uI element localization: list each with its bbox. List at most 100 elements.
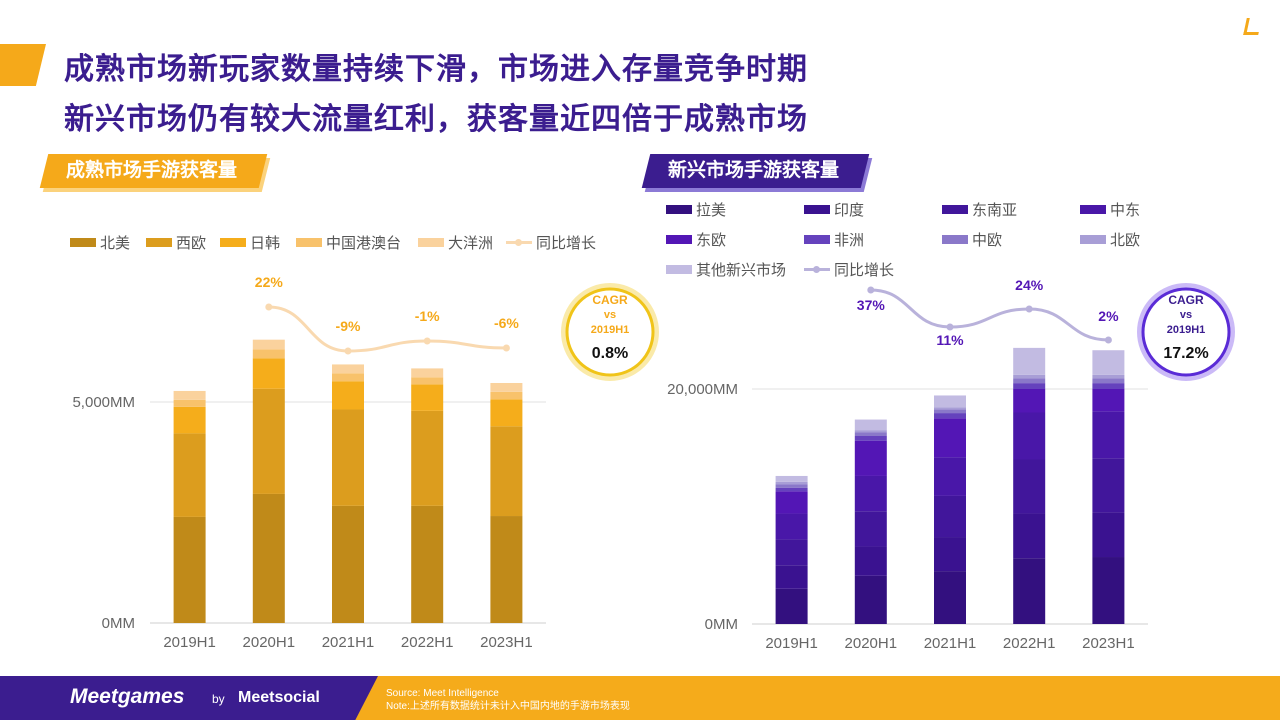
emerging-bar-2019H1-中欧 xyxy=(775,484,808,488)
emerging-x-tick-2021H1: 2021H1 xyxy=(924,635,977,652)
legend-item-其他新兴市场: 其他新兴市场 xyxy=(666,259,786,280)
legend-swatch xyxy=(220,238,246,247)
legend-label: 拉美 xyxy=(696,202,727,219)
legend-label: 东欧 xyxy=(696,232,727,249)
mature-bar-2022H1-大洋洲 xyxy=(411,368,444,378)
footer-bar: Meetgames by Meetsocial Source: Meet Int… xyxy=(0,676,1280,720)
legend-label: 西欧 xyxy=(176,235,207,252)
mature-bar-2020H1-大洋洲 xyxy=(252,339,285,350)
legend-swatch xyxy=(70,238,96,247)
emerging-bar-2020H1-中东 xyxy=(854,475,887,512)
legend-item-同比增长: 同比增长 xyxy=(506,232,596,253)
mature-bar-2023H1-北美 xyxy=(490,516,523,623)
mature-bar-2023H1-中国港澳台 xyxy=(490,391,523,400)
mature-cagr-vs: vs xyxy=(604,309,616,321)
mature-bar-2022H1-日韩 xyxy=(411,384,444,411)
legend-label: 大洋洲 xyxy=(448,235,494,252)
emerging-bar-2019H1-北欧 xyxy=(775,481,808,485)
mature-bar-2022H1-中国港澳台 xyxy=(411,377,444,385)
emerging-bar-2023H1-中欧 xyxy=(1092,378,1125,384)
footer-brand-block: Meetgames by Meetsocial xyxy=(0,676,378,720)
emerging-bar-2023H1-印度 xyxy=(1092,512,1125,558)
meetsocial-logo: Meetsocial xyxy=(238,689,320,706)
legend-item-大洋洲: 大洋洲 xyxy=(418,232,493,253)
mature-market-chart-title: 成熟市场手游获客量 xyxy=(44,154,263,188)
mature-growth-line xyxy=(268,305,507,353)
emerging-market-chart-title: 新兴市场手游获客量 xyxy=(646,154,865,188)
legend-item-中国港澳台: 中国港澳台 xyxy=(296,232,401,253)
emerging-bar-2020H1-东南亚 xyxy=(854,511,887,547)
legend-label: 中欧 xyxy=(972,232,1003,249)
emerging-bar-2021H1-拉美 xyxy=(934,571,966,624)
emerging-bar-2022H1-拉美 xyxy=(1013,558,1046,624)
emerging-x-tick-2019H1: 2019H1 xyxy=(765,635,818,652)
mature-x-tick-2019H1: 2019H1 xyxy=(163,634,216,651)
mature-growth-label-1: 22% xyxy=(255,274,284,290)
emerging-bar-2023H1-中东 xyxy=(1092,411,1125,459)
emerging-bar-2022H1-中欧 xyxy=(1013,378,1046,384)
mature-cagr-base: 2019H1 xyxy=(591,324,630,336)
emerging-growth-point-3 xyxy=(1025,305,1033,313)
emerging-bar-2022H1-非洲 xyxy=(1013,383,1046,389)
mature-growth-label-4: -6% xyxy=(494,315,519,331)
legend-item-北欧: 北欧 xyxy=(1080,229,1140,250)
legend-swatch xyxy=(666,265,692,274)
emerging-growth-label-2: 11% xyxy=(936,332,964,348)
emerging-bar-2021H1-其他新兴市场 xyxy=(934,395,966,408)
emerging-bar-2023H1-非洲 xyxy=(1092,383,1125,389)
mature-bar-2021H1-日韩 xyxy=(332,381,364,410)
legend-label: 东南亚 xyxy=(972,202,1018,219)
emerging-y-tick-0: 0MM xyxy=(705,616,738,633)
mature-growth-point-2 xyxy=(344,347,352,355)
mature-x-tick-2021H1: 2021H1 xyxy=(322,634,375,651)
legend-swatch xyxy=(146,238,172,247)
mature-bar-2021H1-大洋洲 xyxy=(332,364,364,374)
emerging-bar-2022H1-其他新兴市场 xyxy=(1013,347,1046,375)
legend-item-东南亚: 东南亚 xyxy=(942,199,1017,220)
legend-item-中东: 中东 xyxy=(1080,199,1140,220)
emerging-bar-2020H1-拉美 xyxy=(854,575,887,624)
market-charts: 0MM 5,000MM 2019H1 2020H1 2021H1 2022H1 2023H1… xyxy=(72,274,1235,652)
emerging-bar-2020H1-北欧 xyxy=(854,430,887,433)
emerging-cagr-base: 2019H1 xyxy=(1167,324,1206,336)
mature-x-tick-2022H1: 2022H1 xyxy=(401,634,454,651)
page-title-line2: 新兴市场仍有较大流量红利，获客量近四倍于成熟市场 xyxy=(64,103,808,136)
source-note: Source: Meet Intelligence Note:上述所有数据统计未… xyxy=(386,687,630,713)
legend-swatch xyxy=(296,238,322,247)
emerging-cagr-value: 17.2% xyxy=(1163,345,1208,362)
legend-label: 非洲 xyxy=(834,232,865,249)
legend-label: 同比增长 xyxy=(536,235,597,252)
mature-bar-2021H1-北美 xyxy=(332,505,364,623)
emerging-bar-2021H1-中东 xyxy=(934,457,966,496)
emerging-bar-2020H1-中欧 xyxy=(854,432,887,436)
brand-by-text: by xyxy=(212,692,225,706)
page-title-line1: 成熟市场新玩家数量持续下滑，市场进入存量竞争时期 xyxy=(64,53,808,86)
mature-bar-2020H1-中国港澳台 xyxy=(252,349,285,359)
emerging-bar-2021H1-印度 xyxy=(934,537,966,572)
emerging-bar-2020H1-非洲 xyxy=(854,436,887,441)
emerging-growth-point-1 xyxy=(867,286,875,294)
emerging-bar-2023H1-拉美 xyxy=(1092,557,1125,624)
mature-bar-2022H1-西欧 xyxy=(411,410,444,506)
legend-swatch xyxy=(666,205,692,214)
legend-swatch xyxy=(942,205,968,214)
legend-swatch xyxy=(804,265,830,274)
emerging-cagr-title: CAGR xyxy=(1168,293,1204,307)
emerging-x-tick-2022H1: 2022H1 xyxy=(1003,635,1056,652)
legend-item-西欧: 西欧 xyxy=(146,232,206,253)
mature-cagr-title: CAGR xyxy=(592,293,628,307)
legend-item-中欧: 中欧 xyxy=(942,229,1002,250)
mature-bar-2020H1-日韩 xyxy=(252,358,285,389)
mature-bar-2023H1-大洋洲 xyxy=(490,382,523,392)
emerging-bar-2019H1-其他新兴市场 xyxy=(775,475,808,482)
legend-label: 中国港澳台 xyxy=(326,235,402,252)
legend-swatch xyxy=(418,238,444,247)
legend-swatch xyxy=(1080,235,1106,244)
mature-y-tick-1: 5,000MM xyxy=(72,394,135,411)
emerging-bar-2021H1-北欧 xyxy=(934,407,966,410)
mature-bar-2023H1-日韩 xyxy=(490,399,523,427)
emerging-bar-2023H1-东欧 xyxy=(1092,389,1125,412)
emerging-bar-2020H1-印度 xyxy=(854,546,887,576)
emerging-growth-label-4: 2% xyxy=(1098,308,1119,324)
mature-cagr-badge xyxy=(565,287,655,377)
